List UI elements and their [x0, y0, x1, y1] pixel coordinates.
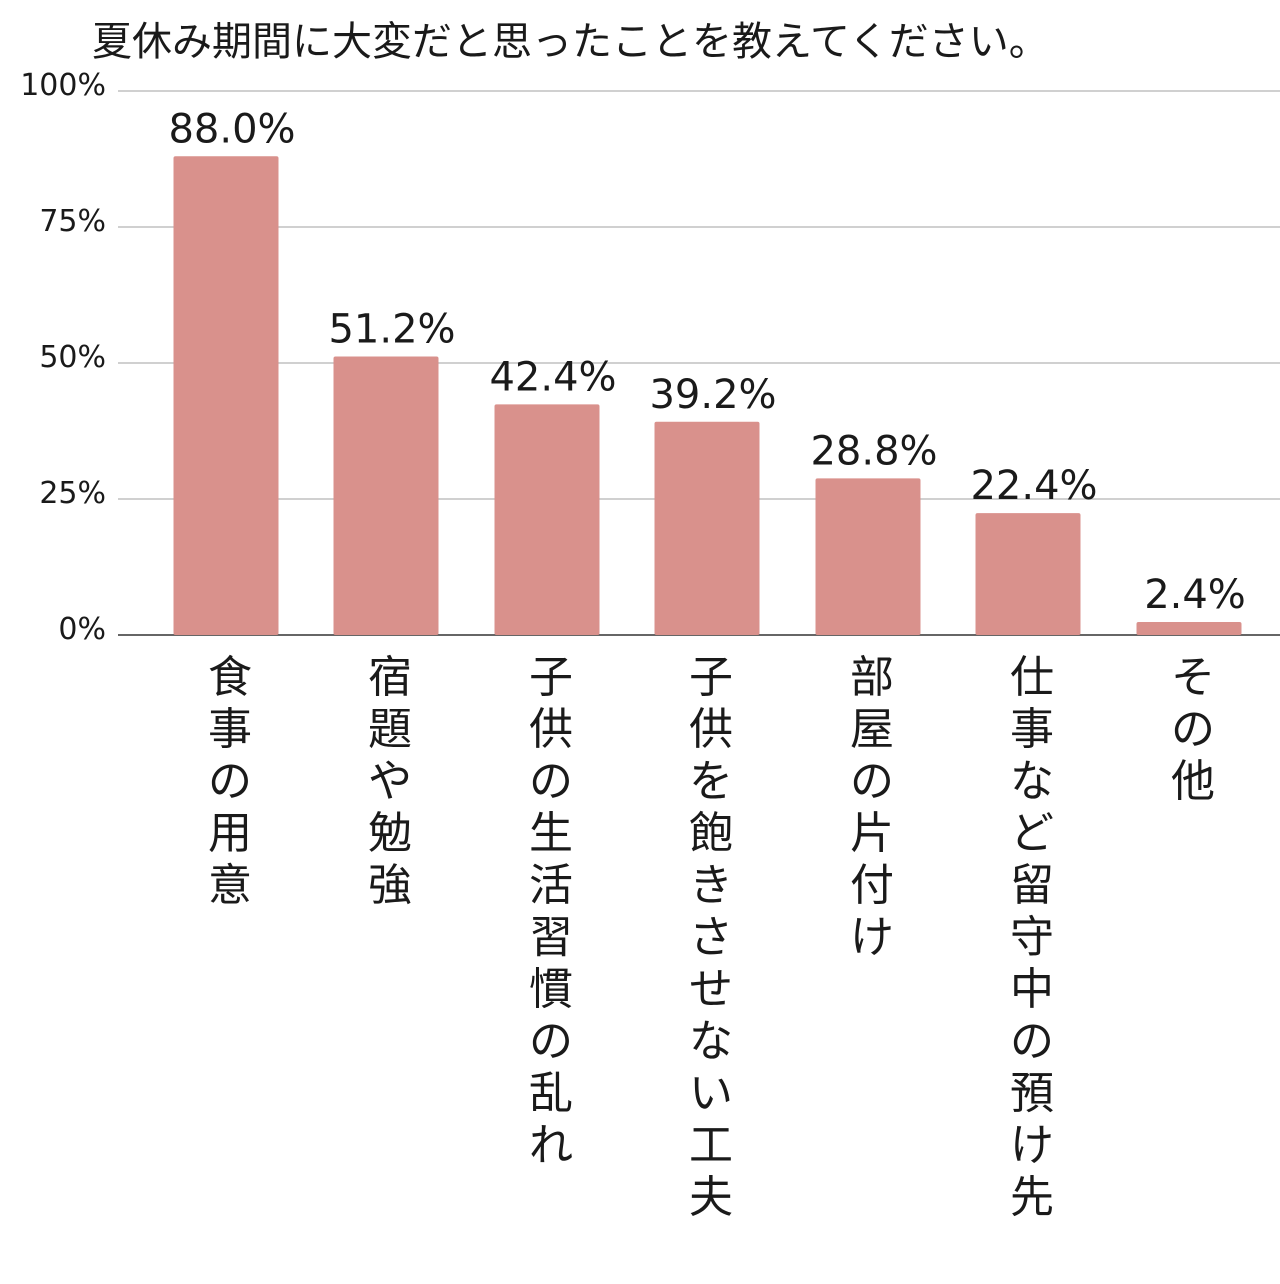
- bar: [494, 404, 600, 635]
- category-label: 宿題や勉強: [368, 652, 412, 911]
- y-tick-label: 100%: [20, 68, 106, 103]
- bar: [654, 421, 760, 635]
- y-tick-label: 75%: [39, 204, 106, 239]
- bar: [1136, 621, 1242, 635]
- y-tick-label: 0%: [58, 612, 106, 647]
- data-label: 28.8%: [810, 428, 937, 474]
- data-label: 42.4%: [489, 354, 616, 400]
- chart-title: 夏休み期間に大変だと思ったことを教えてください。: [92, 19, 1049, 65]
- y-tick-label: 50%: [39, 340, 106, 375]
- bar: [173, 156, 279, 635]
- category-label: 食事の用意: [208, 652, 252, 911]
- label-layer: 88.0% 51.2% 42.4% 39.2% 28.8% 22.4% 2.4%: [168, 106, 1245, 618]
- bar: [333, 356, 439, 635]
- bar: [975, 513, 1081, 635]
- data-label: 2.4%: [1144, 572, 1246, 618]
- bar-layer: [173, 156, 1242, 635]
- data-label: 39.2%: [649, 372, 776, 418]
- category-label: 子供を飽きさせない工夫: [689, 652, 733, 1223]
- category-label: 部屋の片付け: [850, 652, 894, 963]
- category-label: 仕事など留守中の預け先: [1010, 652, 1054, 1223]
- y-tick-label: 25%: [39, 476, 106, 511]
- category-label: その他: [1171, 652, 1215, 807]
- category-label: 子供の生活習慣の乱れ: [529, 652, 573, 1171]
- data-label: 22.4%: [970, 463, 1097, 509]
- category-layer: 食事の用意 宿題や勉強 子供の生活習慣の乱れ 子供を飽きさせない工夫 部屋の片付け 仕事な…: [208, 652, 1215, 1223]
- data-label: 88.0%: [168, 106, 295, 152]
- bar: [815, 478, 921, 635]
- data-label: 51.2%: [328, 306, 455, 352]
